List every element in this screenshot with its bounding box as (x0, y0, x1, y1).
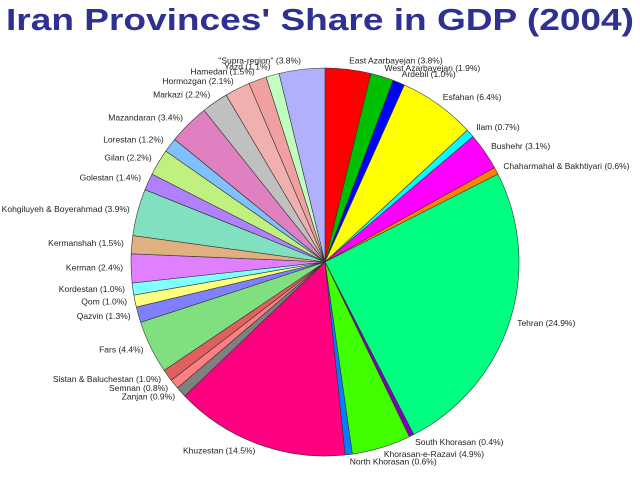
slice-label: Kermanshah (1.5%) (48, 238, 124, 248)
slice-label: Gilan (2.2%) (104, 153, 151, 163)
pie-slice (184, 261, 346, 457)
category-label: West Azarbayejan (384, 63, 453, 73)
category-label: South Khorasan (415, 437, 476, 447)
slice-label: Khorasan-e-Razavi (4.9%) (384, 449, 484, 459)
slice-label: Ardebil (1.0%) (402, 69, 456, 79)
category-label: Mazandaran (108, 113, 156, 123)
value-label: (14.5%) (226, 446, 256, 456)
slice-label: Hormozgan (2.1%) (162, 76, 234, 86)
value-label: (2.2%) (185, 90, 210, 100)
slice-label: Khuzestan (14.5%) (183, 446, 255, 456)
slice-label: Hamedan (1.5%) (190, 67, 254, 77)
slice-label: Semnan (0.8%) (109, 383, 168, 393)
slice-label: "Supra-region" (3.8%) (218, 56, 301, 66)
category-label: Kohgiluyeh & Boyerahmad (2, 204, 103, 214)
slice-label: South Khorasan (0.4%) (415, 437, 504, 447)
chart-title: Iran Provinces' Share in GDP (2004) (6, 2, 634, 37)
value-label: (0.6%) (412, 457, 437, 467)
slice-label: Esfahan (6.4%) (443, 92, 502, 102)
slice-label: Kohgiluyeh & Boyerahmad (3.9%) (2, 204, 130, 214)
slice-label: Sistan & Baluchestan (1.0%) (53, 374, 161, 384)
category-label: Gilan (104, 153, 124, 163)
value-label: (2.2%) (127, 153, 152, 163)
category-label: Hormozgan (162, 76, 206, 86)
slice-label: Mazandaran (3.4%) (108, 113, 183, 123)
value-label: (3.9%) (105, 204, 130, 214)
category-label: Qom (81, 297, 99, 307)
slice-label: Kordestan (1.0%) (59, 284, 125, 294)
slice-label: Kerman (2.4%) (66, 263, 123, 273)
value-label: (4.4%) (118, 345, 143, 355)
value-label: (4.9%) (459, 449, 484, 459)
value-label: (6.4%) (476, 92, 501, 102)
value-label: (1.5%) (99, 238, 124, 248)
slice-label: Lorestan (1.2%) (103, 135, 164, 145)
value-label: (24.9%) (546, 318, 576, 328)
value-label: (1.3%) (106, 311, 131, 321)
category-label: Khuzestan (183, 446, 223, 456)
slice-label: Yazd (1.1%) (224, 62, 270, 72)
category-label: Zanjan (122, 392, 148, 402)
slice-label: Zanjan (0.9%) (122, 392, 176, 402)
value-label: (1.4%) (116, 173, 141, 183)
value-label: (1.0%) (100, 284, 125, 294)
value-label: (3.1%) (525, 141, 550, 151)
category-label: Kermanshah (48, 238, 96, 248)
category-label: Fars (99, 345, 116, 355)
slice-label: Chaharmahal & Bakhtiyari (0.6%) (503, 161, 629, 171)
value-label: (2.4%) (98, 263, 123, 273)
value-label: (0.4%) (478, 437, 503, 447)
value-label: (3.4%) (158, 113, 183, 123)
category-label: Golestan (80, 173, 114, 183)
slice-label: Fars (4.4%) (99, 345, 144, 355)
slice-label: Qazvin (1.3%) (77, 311, 131, 321)
category-label: Kerman (66, 263, 96, 273)
value-label: (0.6%) (604, 161, 629, 171)
category-label: Sistan & Baluchestan (53, 374, 134, 384)
value-label: (1.2%) (139, 135, 164, 145)
category-label: Ilam (476, 122, 492, 132)
category-label: Semnan (109, 383, 141, 393)
value-label: (0.7%) (495, 122, 520, 132)
pie-slice (324, 173, 520, 435)
value-label: (1.0%) (102, 297, 127, 307)
value-label: (0.8%) (143, 383, 168, 393)
category-label: Ardebil (402, 69, 429, 79)
category-label: "Supra-region" (218, 56, 273, 66)
slice-label: Qom (1.0%) (81, 297, 127, 307)
value-label: (1.9%) (455, 63, 480, 73)
value-label: (1.0%) (136, 374, 161, 384)
slice-label: North Khorasan (0.6%) (350, 457, 437, 467)
slice-label: Ilam (0.7%) (476, 122, 520, 132)
value-label: (1.0%) (431, 69, 456, 79)
slice-label: Golestan (1.4%) (80, 173, 142, 183)
category-label: Tehran (517, 318, 543, 328)
slice-label: West Azarbayejan (1.9%) (384, 63, 480, 73)
category-label: Yazd (224, 62, 243, 72)
slice-label: Markazi (2.2%) (153, 90, 210, 100)
value-label: (3.8%) (418, 56, 443, 66)
category-label: Markazi (153, 90, 183, 100)
slice-label: Tehran (24.9%) (517, 318, 575, 328)
value-label: (0.9%) (150, 392, 175, 402)
category-label: Kordestan (59, 284, 98, 294)
category-label: Hamedan (190, 67, 227, 77)
slice-label: East Azarbayejan (3.8%) (349, 56, 443, 66)
category-label: East Azarbayejan (349, 56, 415, 66)
category-label: Lorestan (103, 135, 136, 145)
category-label: North Khorasan (350, 457, 410, 467)
category-label: Esfahan (443, 92, 474, 102)
slice-label: Bushehr (3.1%) (491, 141, 550, 151)
value-label: (3.8%) (276, 56, 301, 66)
category-label: Bushehr (491, 141, 523, 151)
category-label: Khorasan-e-Razavi (384, 449, 457, 459)
pie-slice (278, 67, 326, 263)
value-label: (1.1%) (245, 62, 270, 72)
category-label: Qazvin (77, 311, 104, 321)
value-label: (1.5%) (230, 67, 255, 77)
category-label: Chaharmahal & Bakhtiyari (503, 161, 602, 171)
value-label: (2.1%) (209, 76, 234, 86)
